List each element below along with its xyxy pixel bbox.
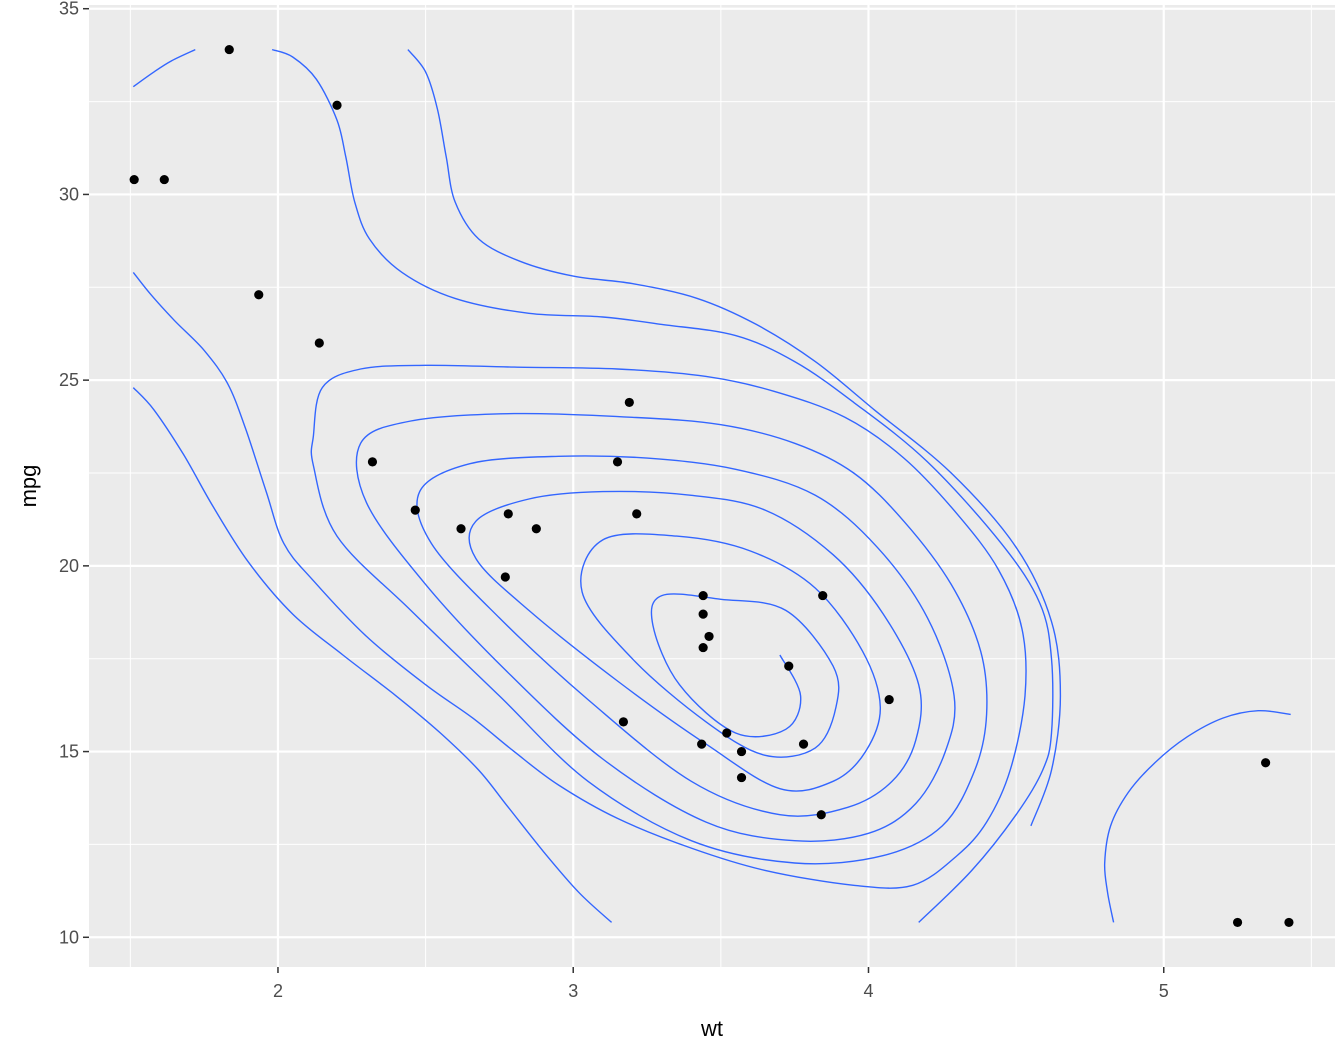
data-point [624,397,634,408]
density-contour [407,49,1062,827]
data-point [314,338,324,348]
data-point [129,174,139,185]
density-contour [132,48,196,88]
major-gridlines [89,5,1335,967]
y-tick-label: 30 [59,184,79,204]
data-point [531,524,541,534]
data-point [736,746,747,757]
y-axis: 10 15 20 25 30 35 [59,0,89,947]
data-points [129,44,1294,928]
data-point [704,631,714,642]
data-point [612,457,623,467]
data-point [224,44,234,55]
data-point [818,590,828,601]
minor-gridlines [89,5,1335,967]
data-point [697,739,707,749]
data-point [784,661,794,671]
data-point [367,457,378,467]
data-point [698,590,708,601]
density-contour [271,48,1054,923]
data-point [1284,917,1294,928]
density-contour [1103,709,1291,923]
data-point [618,717,629,727]
y-tick-label: 10 [59,927,79,947]
x-tick-label: 4 [863,981,873,1001]
y-tick-label: 20 [59,556,79,576]
data-point [456,524,466,534]
x-tick-label: 3 [568,981,578,1001]
data-point [503,509,513,519]
data-point [816,810,826,820]
data-point [722,728,732,738]
y-tick-label: 15 [59,742,79,762]
data-point [798,739,809,749]
data-point [884,694,894,705]
data-point [1261,758,1271,768]
x-axis-title: wt [700,1016,723,1041]
x-tick-label: 2 [273,981,283,1001]
x-axis: 2 3 4 5 [273,967,1169,1001]
y-axis-title: mpg [16,465,41,508]
data-point [698,609,708,619]
data-point [410,505,420,515]
data-point [332,100,342,110]
data-point [632,509,642,519]
data-point [254,290,264,300]
density-contours [132,48,1291,923]
y-tick-label: 25 [59,370,79,390]
density-contour [132,271,1027,889]
plot-panel [89,5,1335,967]
x-tick-label: 5 [1159,981,1169,1001]
data-point [736,772,747,783]
data-point [500,572,510,582]
data-point [1232,917,1243,928]
density-contour [132,387,613,923]
y-tick-label: 35 [59,0,79,19]
data-point [159,174,169,185]
data-point [698,642,708,653]
